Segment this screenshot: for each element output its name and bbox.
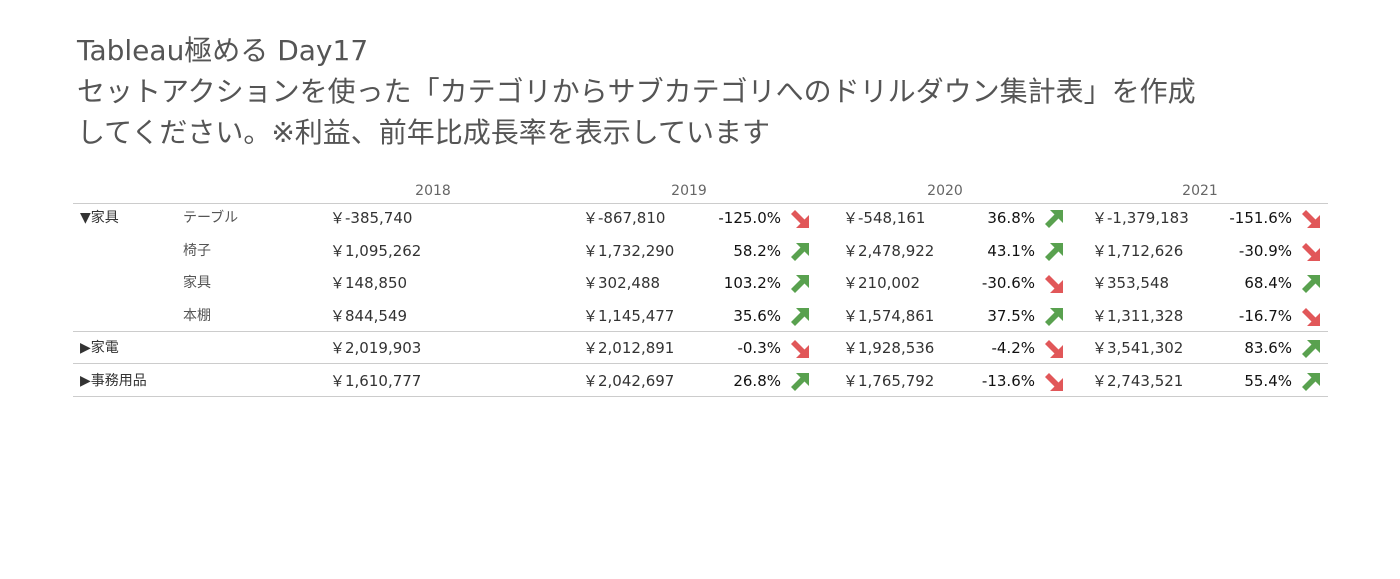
subcategory-label: テーブル [183, 210, 239, 226]
profit-2018: ￥1,610,777 [330, 371, 422, 390]
growth-rate-2020: 37.5% [987, 306, 1035, 325]
growth-rate-2021: -151.6% [1229, 209, 1292, 227]
growth-rate-2019: -0.3% [737, 339, 781, 357]
subcategory-label: 椅子 [183, 242, 211, 259]
profit-2021: ￥2,743,521 [1092, 371, 1184, 390]
arrow-down-icon [1044, 372, 1066, 394]
profit-2021: ￥-1,379,183 [1092, 209, 1189, 227]
group-divider-appliances [73, 363, 1328, 364]
arrow-down-icon [790, 339, 812, 361]
growth-rate-2019: 35.6% [733, 306, 781, 325]
year-header-2021: 2021 [1182, 183, 1218, 199]
profit-2020: ￥1,574,861 [843, 306, 935, 325]
profit-2018: ￥2,019,903 [330, 339, 422, 357]
growth-rate-2021: -30.9% [1238, 241, 1292, 260]
profit-2020: ￥2,478,922 [843, 241, 935, 260]
header-divider [305, 203, 1328, 204]
arrow-up-icon [1044, 242, 1066, 264]
arrow-up-icon [1044, 209, 1066, 231]
growth-rate-2021: 68.4% [1244, 274, 1292, 292]
arrow-up-icon [1044, 307, 1066, 329]
growth-rate-2020: -13.6% [981, 371, 1035, 390]
profit-2019: ￥1,732,290 [583, 241, 675, 260]
growth-rate-2019: 103.2% [723, 274, 781, 292]
category-label[interactable]: ▶事務用品 [80, 372, 147, 389]
profit-2019: ￥2,012,891 [583, 339, 675, 357]
arrow-down-icon [1044, 339, 1066, 361]
title-line-3: してください。※利益、前年比成長率を表示しています [77, 116, 770, 149]
growth-rate-2020: -4.2% [991, 339, 1035, 357]
profit-2021: ￥1,311,328 [1092, 306, 1184, 325]
arrow-up-icon [1301, 339, 1323, 361]
header-divider-left [73, 203, 305, 204]
category-label[interactable]: ▼家具 [80, 210, 119, 226]
growth-rate-2019: 58.2% [733, 241, 781, 260]
arrow-up-icon [1301, 274, 1323, 296]
profit-2018: ￥844,549 [330, 306, 408, 325]
growth-rate-2020: 43.1% [987, 241, 1035, 260]
growth-rate-2020: -30.6% [981, 274, 1035, 292]
title-line-1: Tableau極める Day17 [77, 34, 369, 67]
arrow-down-icon [1301, 209, 1323, 231]
growth-rate-2019: 26.8% [733, 371, 781, 390]
growth-rate-2021: -16.7% [1238, 306, 1292, 325]
profit-2019: ￥2,042,697 [583, 371, 675, 390]
arrow-down-icon [1301, 307, 1323, 329]
year-header-2019: 2019 [671, 183, 707, 199]
growth-rate-2020: 36.8% [987, 209, 1035, 227]
subcategory-label: 家具 [183, 275, 211, 291]
profit-2021: ￥353,548 [1092, 274, 1170, 292]
profit-2019: ￥1,145,477 [583, 306, 675, 325]
profit-2020: ￥210,002 [843, 274, 921, 292]
profit-2018: ￥-385,740 [330, 209, 413, 227]
subcategory-label: 本棚 [183, 307, 211, 324]
profit-2019: ￥-867,810 [583, 209, 666, 227]
arrow-up-icon [790, 274, 812, 296]
group-divider-office [73, 396, 1328, 397]
arrow-down-icon [1044, 274, 1066, 296]
profit-2019: ￥302,488 [583, 274, 661, 292]
growth-rate-2019: -125.0% [718, 209, 781, 227]
profit-2020: ￥-548,161 [843, 209, 926, 227]
arrow-up-icon [1301, 372, 1323, 394]
profit-2021: ￥1,712,626 [1092, 241, 1184, 260]
year-header-2018: 2018 [415, 183, 451, 199]
profit-2021: ￥3,541,302 [1092, 339, 1184, 357]
profit-2018: ￥148,850 [330, 274, 408, 292]
profit-2020: ￥1,928,536 [843, 339, 935, 357]
dashboard-title: Tableau極める Day17 セットアクションを使った「カテゴリからサブカテ… [77, 30, 1377, 153]
arrow-down-icon [1301, 242, 1323, 264]
profit-2018: ￥1,095,262 [330, 241, 422, 260]
year-header-2020: 2020 [927, 183, 963, 199]
arrow-up-icon [790, 242, 812, 264]
growth-rate-2021: 55.4% [1244, 371, 1292, 390]
arrow-down-icon [790, 209, 812, 231]
title-line-2: セットアクションを使った「カテゴリからサブカテゴリへのドリルダウン集計表」を作成 [77, 75, 1196, 108]
growth-rate-2021: 83.6% [1244, 339, 1292, 357]
profit-2020: ￥1,765,792 [843, 371, 935, 390]
arrow-up-icon [790, 372, 812, 394]
group-divider-furniture [73, 331, 1328, 332]
arrow-up-icon [790, 307, 812, 329]
category-label[interactable]: ▶家電 [80, 340, 119, 356]
